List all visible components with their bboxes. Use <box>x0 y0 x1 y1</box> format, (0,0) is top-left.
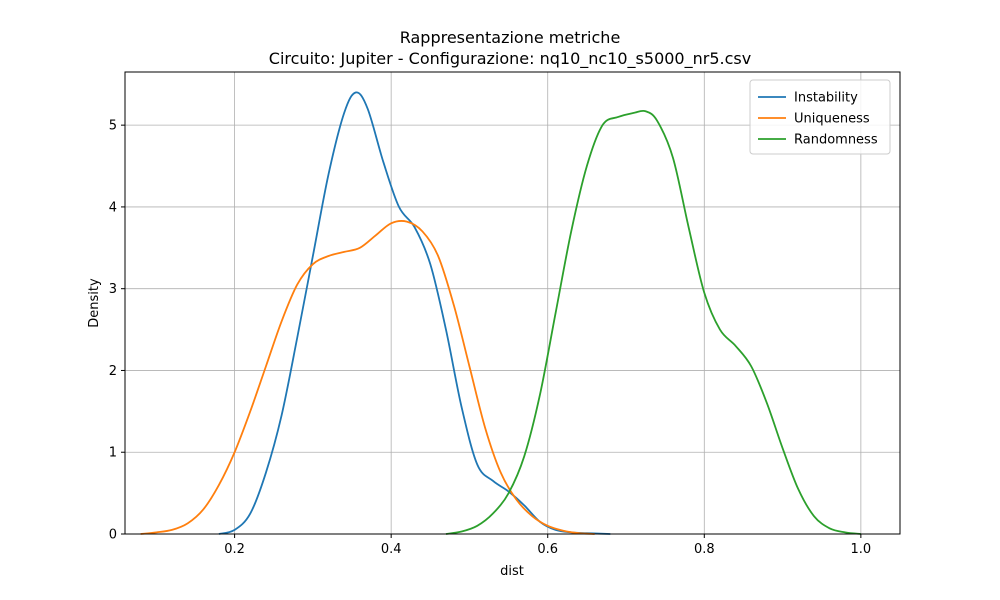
y-tick-label: 2 <box>109 364 117 379</box>
legend-box <box>749 79 891 155</box>
y-tick-label: 5 <box>109 119 117 134</box>
y-tick-label: 3 <box>109 282 117 297</box>
legend-label-instability: Instability <box>794 91 858 106</box>
chart-subtitle: Circuito: Jupiter - Configurazione: nq10… <box>269 49 751 69</box>
y-tick-label: 4 <box>109 200 117 215</box>
y-tick-label: 0 <box>109 528 117 543</box>
x-tick-label: 0.2 <box>224 542 245 557</box>
legend: Instability Uniqueness Randomness <box>749 79 891 155</box>
x-axis-label: dist <box>500 564 524 579</box>
plot-area-frame <box>124 71 901 535</box>
chart-title: Rappresentazione metriche <box>400 28 621 47</box>
series-lines <box>140 91 861 535</box>
axis-ticks: 0.2 0.4 0.6 0.8 1.0 0 1 2 3 4 5 <box>109 119 871 557</box>
x-tick-label: 0.6 <box>537 542 558 557</box>
series-line-uniqueness <box>140 220 595 535</box>
legend-label-uniqueness: Uniqueness <box>794 112 870 127</box>
y-axis-label: Density <box>87 278 102 328</box>
y-tick-label: 1 <box>109 446 117 461</box>
x-tick-label: 0.8 <box>694 542 715 557</box>
legend-label-randomness: Randomness <box>794 133 878 148</box>
x-tick-label: 0.4 <box>381 542 402 557</box>
series-line-randomness <box>445 109 861 535</box>
x-tick-label: 1.0 <box>851 542 872 557</box>
